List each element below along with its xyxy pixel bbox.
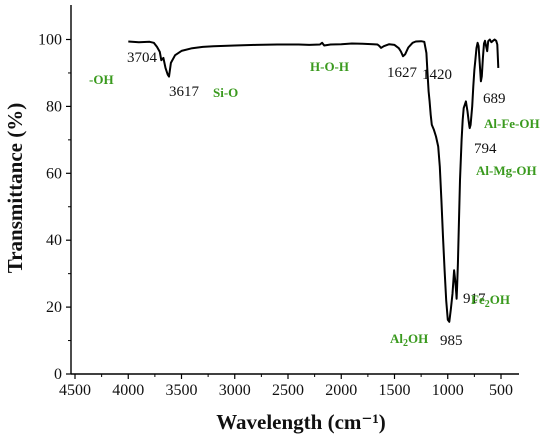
x-tick-label: 3500 xyxy=(166,382,198,399)
x-tick-label: 4000 xyxy=(112,382,144,399)
ftir-spectrum-line xyxy=(128,38,500,323)
y-axis-title: Transmittance (%) xyxy=(3,103,27,274)
fe2oh-label-subscript: 2 xyxy=(485,299,490,310)
x-tick-label: 500 xyxy=(489,382,513,399)
peak-label-3617: 3617 xyxy=(169,84,200,100)
oh-label: -OH xyxy=(89,72,114,87)
peak-label-689: 689 xyxy=(483,91,506,107)
y-tick-label: 20 xyxy=(46,299,62,316)
fe2oh-label-tail: OH xyxy=(490,292,510,307)
x-tick-label: 2500 xyxy=(272,382,304,399)
al-fe-oh-label: Al-Fe-OH xyxy=(484,116,540,131)
peak-label-794: 794 xyxy=(474,141,497,157)
series xyxy=(128,38,500,323)
x-tick-label: 2000 xyxy=(325,382,357,399)
y-tick-label: 0 xyxy=(54,366,62,383)
al2oh-label-tail: OH xyxy=(408,331,428,346)
y-tick-label: 60 xyxy=(46,165,62,182)
axes xyxy=(70,5,519,375)
al2oh-label-subscript: 2 xyxy=(403,338,408,349)
x-axis-title: Wavelength (cm⁻¹) xyxy=(216,410,386,434)
y-tick-label: 100 xyxy=(38,32,62,49)
h-o-h-label: H-O-H xyxy=(310,59,349,74)
y-tick-label: 40 xyxy=(46,232,62,249)
si-o-label: Si-O xyxy=(213,85,238,100)
peak-label-1420: 1420 xyxy=(422,67,452,83)
x-tick-label: 1000 xyxy=(432,382,464,399)
al-mg-oh-label: Al-Mg-OH xyxy=(476,163,537,178)
peak-label-917: 917 xyxy=(463,291,486,307)
peak-label-3704: 3704 xyxy=(127,50,158,66)
peak-label-985: 985 xyxy=(440,333,463,349)
al2oh-label: Al2OH xyxy=(390,331,428,349)
y-tick-label: 80 xyxy=(46,98,62,115)
ticks: 4500 4000 3500 3000 2500 2000 1500 1000 500 0 20 40… xyxy=(38,32,513,400)
fe2oh-label: Fe2OH xyxy=(471,292,510,310)
peak-label-1627: 1627 xyxy=(387,65,418,81)
x-tick-label: 3000 xyxy=(219,382,251,399)
x-tick-label: 4500 xyxy=(59,382,91,399)
x-tick-label: 1500 xyxy=(379,382,411,399)
annotations: 3704 3617 1627 1420 985 917 794 689 -OH Si-O H-O-H… xyxy=(89,50,540,349)
